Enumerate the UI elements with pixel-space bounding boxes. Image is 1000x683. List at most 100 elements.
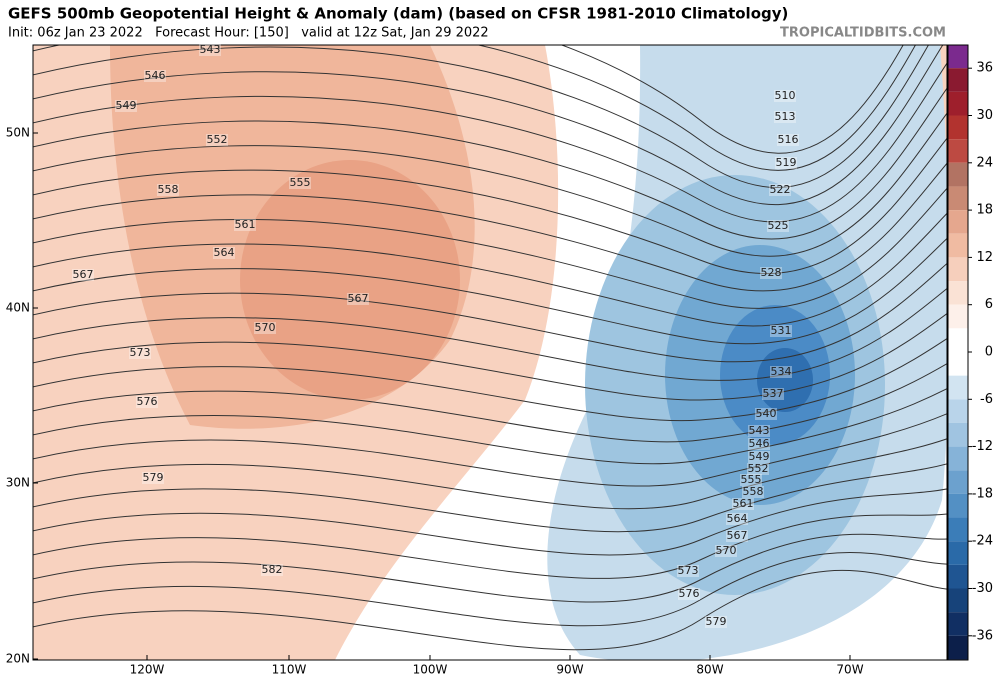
contour-label-bg xyxy=(732,498,754,510)
contour-label: 564 xyxy=(214,246,235,259)
height-contour xyxy=(33,438,947,510)
colorbar-tick-label: -24 xyxy=(972,534,993,549)
contour-label-bg xyxy=(157,184,179,196)
colorbar-tick-label: 24 xyxy=(976,155,993,170)
colorbar-band xyxy=(948,68,968,92)
contour-label-bg xyxy=(748,425,770,437)
contour-label: 516 xyxy=(778,133,799,146)
contour-label: 555 xyxy=(290,176,311,189)
height-contour xyxy=(33,513,947,579)
height-contour xyxy=(33,312,947,401)
contour-label: 576 xyxy=(137,395,158,408)
contour-label-bg xyxy=(726,513,748,525)
height-contour xyxy=(33,338,947,422)
contour-label: 558 xyxy=(158,183,179,196)
colorbar-tick-label: -6 xyxy=(980,392,993,407)
latitude-label: 30N xyxy=(6,476,30,490)
colorbar-band xyxy=(948,493,968,518)
contour-label-bg xyxy=(748,438,770,450)
contour-label: 567 xyxy=(727,529,748,542)
contour-label-bg xyxy=(199,44,221,56)
contour-label: 570 xyxy=(716,544,737,557)
contour-label: 540 xyxy=(756,407,777,420)
map-frame xyxy=(32,44,948,661)
colorbar-band xyxy=(948,470,968,494)
longitude-label: 120W xyxy=(130,663,165,677)
contour-label: 543 xyxy=(200,43,221,56)
colorbar-band xyxy=(948,517,968,542)
contour-label-bg xyxy=(129,347,151,359)
height-contour xyxy=(33,62,947,223)
contour-label: 576 xyxy=(679,587,700,600)
height-contour xyxy=(33,112,947,257)
height-contour xyxy=(33,388,947,465)
colorbar-tick-label: 18 xyxy=(976,203,993,218)
height-contour xyxy=(33,552,947,627)
longitude-label: 80W xyxy=(696,663,723,677)
latitude-label: 50N xyxy=(6,126,30,140)
colorbar-band xyxy=(948,564,968,589)
contour-label-bg xyxy=(136,396,158,408)
contour-label-bg xyxy=(762,388,784,400)
contour-label-bg xyxy=(748,451,770,463)
colorbar-tick-label: -18 xyxy=(972,486,993,501)
contour-label-bg xyxy=(115,100,137,112)
contour-label-bg xyxy=(770,325,792,337)
contour-label: 552 xyxy=(207,133,228,146)
contour-label: 561 xyxy=(235,218,256,231)
height-contour xyxy=(33,187,947,309)
contour-label-bg xyxy=(767,220,789,232)
contour-label: 564 xyxy=(727,512,748,525)
colorbar-tick-label: 30 xyxy=(976,108,993,123)
colorbar-band xyxy=(948,635,968,660)
contour-label-bg xyxy=(254,322,276,334)
contour-label-bg xyxy=(234,219,256,231)
height-contour xyxy=(33,162,947,292)
contour-label-bg xyxy=(742,486,764,498)
contour-label-bg xyxy=(747,463,769,475)
contour-label-bg xyxy=(347,293,369,305)
contour-label: 552 xyxy=(748,462,769,475)
colorbar-tick-label: -30 xyxy=(972,581,993,596)
contour-label: 546 xyxy=(145,69,166,82)
contour-label: 579 xyxy=(143,471,164,484)
contour-label-bg xyxy=(261,564,283,576)
height-contour xyxy=(33,87,947,240)
height-contour xyxy=(33,488,947,556)
colorbar-band xyxy=(948,612,968,636)
colorbar-band xyxy=(948,352,968,376)
contour-label: 525 xyxy=(768,219,789,232)
height-contour xyxy=(33,45,930,188)
contour-label-bg xyxy=(715,545,737,557)
contour-label: 528 xyxy=(761,266,782,279)
contour-label: 513 xyxy=(775,110,796,123)
height-contour xyxy=(33,137,947,274)
contour-label-bg xyxy=(760,267,782,279)
latitude-label: 40N xyxy=(6,301,30,315)
subtitle: Init: 06z Jan 23 2022 Forecast Hour: [15… xyxy=(8,26,489,41)
contour-label-bg xyxy=(770,366,792,378)
latitude-label: 20N xyxy=(6,652,30,666)
contour-label-bg xyxy=(213,247,235,259)
colorbar-band xyxy=(948,328,968,352)
height-contour xyxy=(33,262,947,363)
contour-label-bg xyxy=(289,177,311,189)
contour-label: 567 xyxy=(348,292,369,305)
contour-label-bg xyxy=(777,134,799,146)
colorbar-band xyxy=(948,115,968,140)
height-contour xyxy=(33,237,947,345)
contour-label: 537 xyxy=(763,387,784,400)
height-contour xyxy=(33,569,947,651)
height-contour xyxy=(33,533,947,603)
colorbar-band xyxy=(948,45,968,69)
longitude-label: 100W xyxy=(413,663,448,677)
contour-label-bg xyxy=(740,474,762,486)
height-contour xyxy=(33,45,944,205)
contour-label-bg xyxy=(72,269,94,281)
colorbar-band xyxy=(948,422,968,447)
colorbar-band xyxy=(948,210,968,234)
contour-label: 573 xyxy=(678,564,699,577)
contour-label-bg xyxy=(774,90,796,102)
contour-label-bg xyxy=(144,70,166,82)
